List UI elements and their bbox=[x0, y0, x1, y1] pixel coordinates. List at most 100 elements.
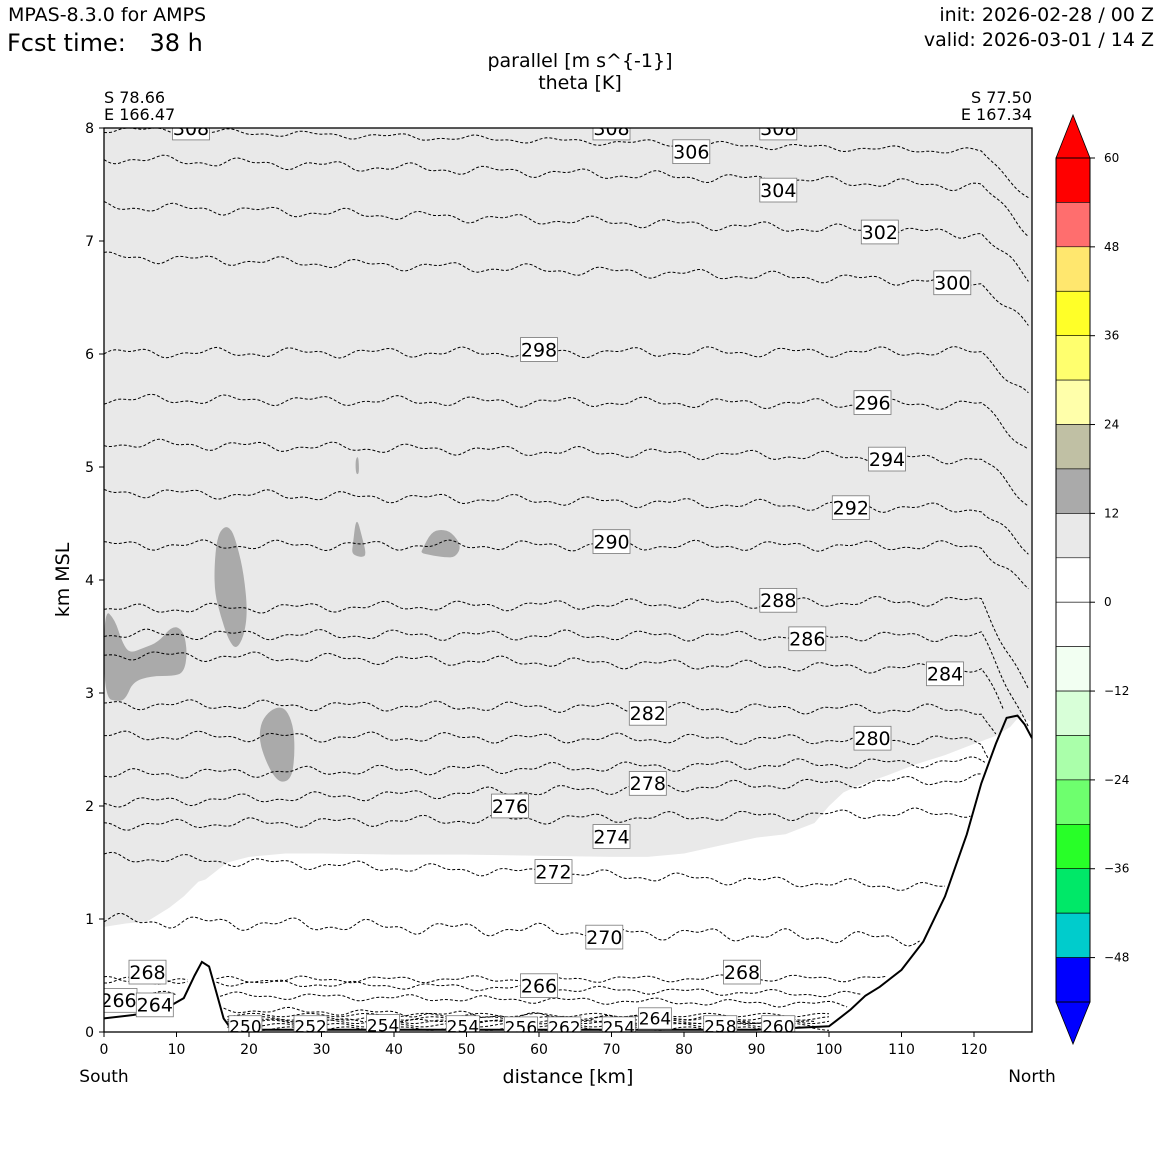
contour-label-box bbox=[592, 128, 631, 141]
contour-label-box bbox=[135, 992, 174, 1018]
contour-label-box bbox=[672, 139, 711, 164]
contour-label: 250 bbox=[228, 1015, 263, 1037]
x-axis-label: distance [km] bbox=[503, 1066, 634, 1088]
contour-label-text: 288 bbox=[760, 590, 796, 612]
colorbar-over-arrow bbox=[1055, 113, 1091, 159]
contour-label: 306 bbox=[672, 139, 711, 164]
contour-label-text: 304 bbox=[760, 180, 796, 202]
contour-label-box bbox=[520, 337, 558, 362]
contour-label-text: 296 bbox=[854, 392, 890, 414]
contour-label: 282 bbox=[628, 700, 667, 726]
x-tick-label: 50 bbox=[458, 1042, 476, 1058]
theta-contour bbox=[104, 251, 1029, 326]
theta-contour bbox=[104, 628, 1029, 727]
contour-label-text: 260 bbox=[762, 1017, 794, 1037]
colorbar-bin bbox=[1055, 290, 1091, 336]
contour-label: 256 bbox=[503, 1016, 538, 1032]
contour-label-text: 266 bbox=[521, 976, 557, 998]
x-tick-label: 70 bbox=[603, 1042, 621, 1058]
theta-contour bbox=[104, 913, 920, 947]
contour-label-text: 308 bbox=[593, 118, 629, 140]
contour-label-text: 290 bbox=[593, 531, 629, 553]
y-tick-label: 1 bbox=[85, 912, 94, 928]
x-tick-label: 0 bbox=[100, 1042, 109, 1058]
contour-label-box bbox=[788, 626, 827, 652]
south-label: South bbox=[79, 1067, 128, 1087]
contour-label: 288 bbox=[759, 587, 798, 613]
wind-blob bbox=[421, 529, 460, 558]
theta-contour bbox=[104, 699, 997, 735]
contour-label-box bbox=[926, 661, 964, 687]
forecast-time-value: 38 h bbox=[149, 29, 203, 57]
contour-label-box bbox=[703, 1015, 738, 1032]
contour-label-box bbox=[293, 1015, 328, 1032]
contour-label: 268 bbox=[723, 959, 761, 985]
contour-label-text: 294 bbox=[869, 449, 905, 471]
contour-label-text: 284 bbox=[927, 664, 963, 686]
colorbar-tick-label: −12 bbox=[1104, 684, 1129, 698]
wind-blob bbox=[259, 707, 295, 782]
model-title: MPAS-8.3.0 for AMPS bbox=[8, 4, 207, 26]
start-lon: E 166.47 bbox=[104, 105, 175, 124]
contour-label-box bbox=[585, 924, 624, 950]
contour-label: 254 bbox=[366, 1014, 401, 1036]
x-tick-label: 30 bbox=[313, 1042, 331, 1058]
contour-label: 266 bbox=[520, 973, 558, 999]
contour-label-box bbox=[491, 793, 529, 819]
contour-label-text: 282 bbox=[630, 703, 666, 725]
contour-label-box bbox=[868, 446, 906, 472]
contour-label-box bbox=[228, 1015, 263, 1032]
north-label: North bbox=[1008, 1067, 1056, 1087]
x-tick-label: 100 bbox=[816, 1042, 843, 1058]
contour-label-text: 264 bbox=[137, 995, 173, 1017]
contour-label-text: 250 bbox=[229, 1017, 261, 1037]
y-tick-label: 6 bbox=[85, 347, 94, 363]
colorbar-bin bbox=[1055, 468, 1091, 514]
contour-label-box bbox=[628, 700, 667, 726]
contour-label-text: 264 bbox=[639, 1010, 671, 1030]
contour-label: 286 bbox=[788, 626, 827, 652]
wind-shading-light bbox=[104, 128, 1032, 927]
colorbar-bin bbox=[1055, 957, 1091, 1003]
y-tick-label: 4 bbox=[85, 573, 94, 589]
colorbar-bin bbox=[1055, 557, 1091, 603]
contour-label: 272 bbox=[534, 859, 573, 884]
contour-label-box bbox=[860, 219, 899, 245]
contour-label-text: 306 bbox=[673, 142, 709, 164]
contour-label-box bbox=[601, 1016, 636, 1032]
x-tick-label: 80 bbox=[675, 1042, 693, 1058]
y-tick-label: 0 bbox=[85, 1025, 94, 1041]
colorbar-bin bbox=[1055, 513, 1091, 559]
contour-label-text: 254 bbox=[367, 1016, 399, 1036]
colorbar-bin bbox=[1055, 246, 1091, 292]
x-tick-label: 90 bbox=[748, 1042, 766, 1058]
colorbar-bin bbox=[1055, 779, 1091, 825]
contour-label-box bbox=[759, 177, 798, 203]
colorbar-tick-label: −48 bbox=[1104, 951, 1129, 965]
contour-label-text: 266 bbox=[100, 990, 136, 1012]
wind-blob bbox=[355, 457, 359, 475]
colorbar-frame bbox=[1055, 157, 1091, 1003]
theta-contour bbox=[104, 851, 946, 891]
x-axis-ticks: 0 10 20 30 40 50 60 70 80 90 100 110 120 bbox=[100, 1032, 987, 1058]
contour-label-box bbox=[445, 1015, 480, 1032]
contour-label-box bbox=[366, 1014, 401, 1032]
contour-label-text: 308 bbox=[760, 118, 796, 140]
contour-label-box bbox=[172, 128, 210, 141]
contour-label: 302 bbox=[860, 219, 899, 245]
contour-label: 262 bbox=[547, 1016, 582, 1032]
contour-label-text: 308 bbox=[173, 118, 209, 140]
start-lat: S 78.66 bbox=[104, 88, 165, 107]
init-time: init: 2026-02-28 / 00 Z bbox=[939, 4, 1154, 26]
y-axis-label: km MSL bbox=[52, 542, 74, 617]
colorbar-bin bbox=[1055, 601, 1091, 647]
contour-label-text: 278 bbox=[630, 773, 666, 795]
contour-label-text: 298 bbox=[521, 339, 557, 361]
wind-blob bbox=[104, 613, 187, 702]
contour-label: 270 bbox=[585, 924, 624, 950]
colorbar-tick-label: 48 bbox=[1104, 240, 1119, 254]
contour-label: 274 bbox=[592, 824, 631, 849]
colorbar-bin bbox=[1055, 823, 1091, 869]
end-lon: E 167.34 bbox=[961, 105, 1032, 124]
contour-label-text: 286 bbox=[789, 629, 825, 651]
